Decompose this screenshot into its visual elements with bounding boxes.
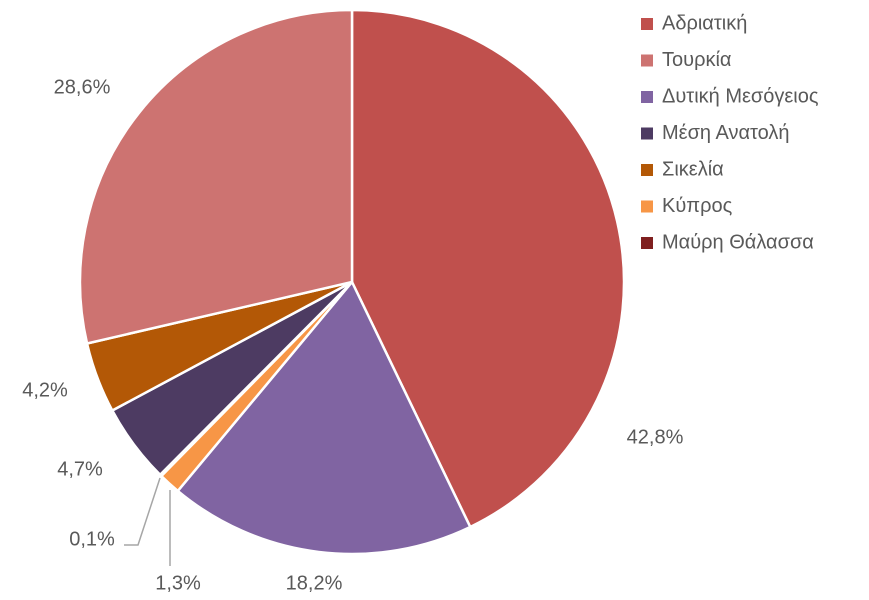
legend-swatch [641, 200, 653, 213]
legend-swatch [641, 54, 653, 67]
legend-swatch [641, 237, 653, 249]
legend-label: Σικελία [662, 158, 724, 180]
legend-label: Κύπρος [662, 195, 733, 217]
data-label: 4,2% [22, 379, 68, 401]
legend-swatch [641, 164, 653, 176]
pie-slice [350, 8, 626, 529]
data-label: 18,2% [286, 572, 343, 594]
legend-label: Δυτική Μεσόγειος [662, 85, 819, 107]
pie-slice [176, 279, 472, 556]
data-label: 4,7% [57, 458, 103, 480]
pie-slice [78, 8, 354, 345]
legend-label: Μαύρη Θάλασσα [662, 231, 814, 253]
data-label: 28,6% [54, 76, 111, 98]
legend-swatch [641, 127, 653, 140]
data-label: 1,3% [155, 572, 201, 594]
data-label: 0,1% [69, 528, 115, 550]
legend-label: Μέση Ανατολή [662, 122, 790, 144]
legend-swatch [641, 91, 653, 103]
legend-label: Τουρκία [662, 49, 731, 71]
data-label: 42,8% [627, 426, 684, 448]
legend-label: Αδριατική [662, 12, 747, 34]
leader-line [124, 477, 161, 546]
legend-swatch [641, 18, 653, 30]
